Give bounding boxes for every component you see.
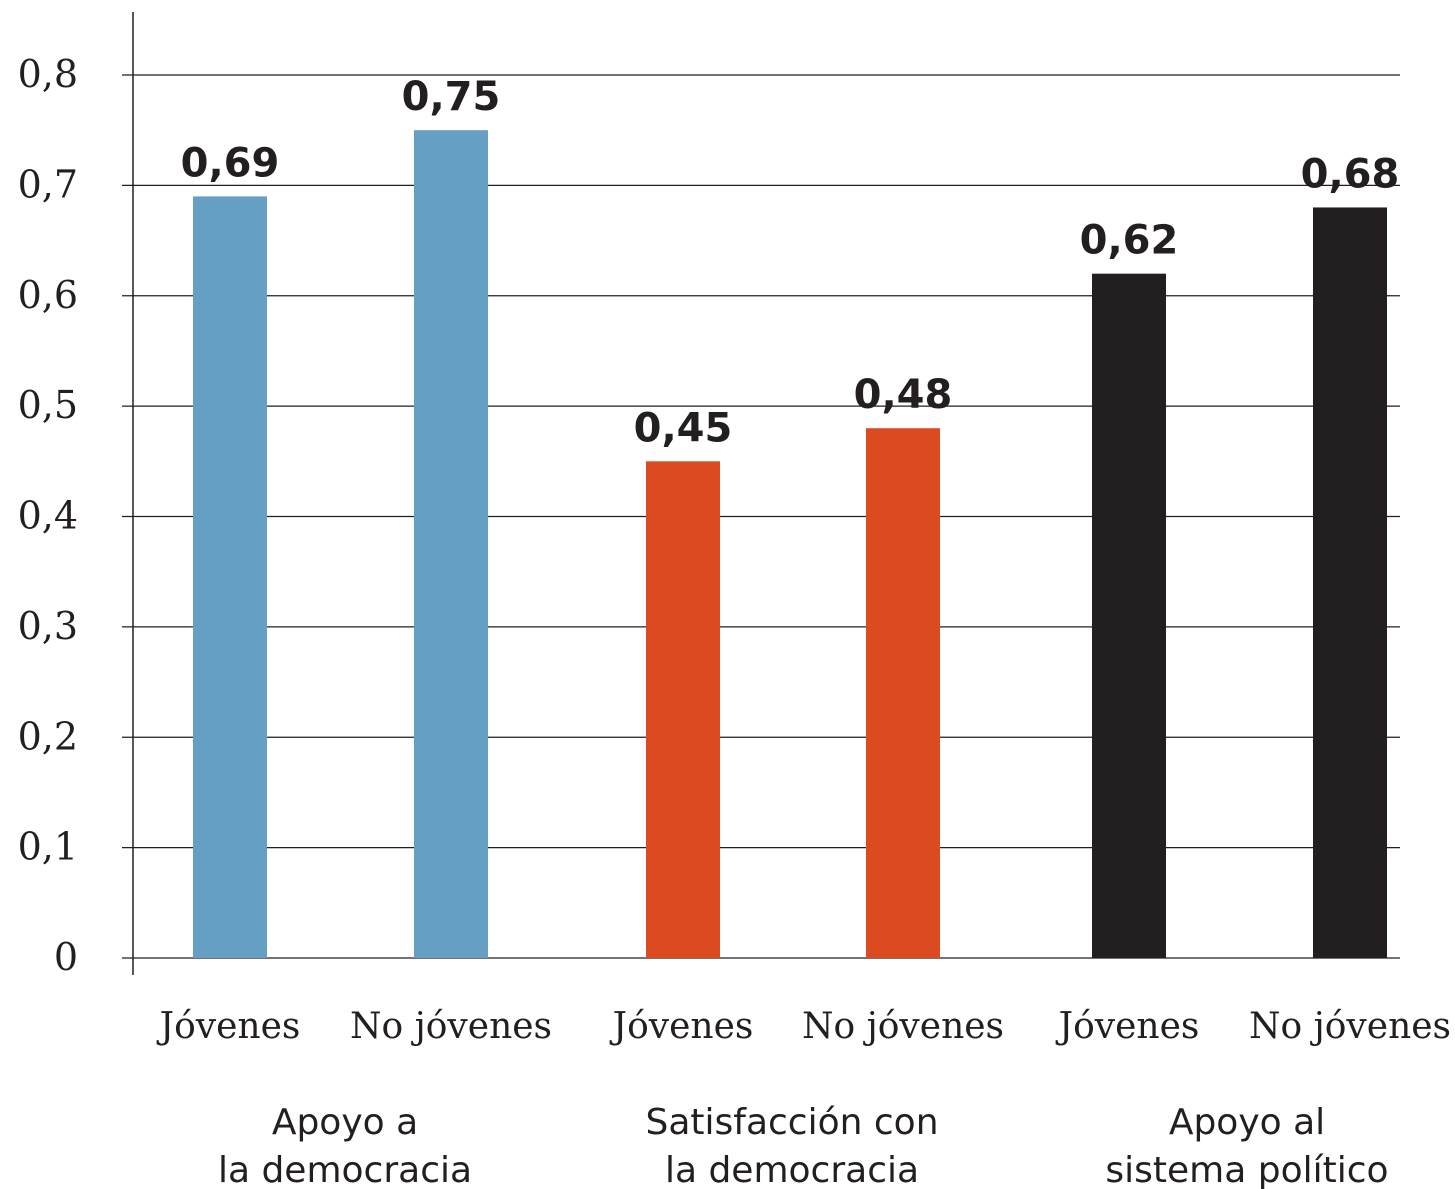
bar-value-label: 0,48 [854, 372, 953, 418]
category-label: Jóvenes [609, 1006, 754, 1047]
category-label: Jóvenes [156, 1006, 301, 1047]
bars [193, 130, 1387, 959]
y-tick-label: 0,4 [18, 494, 78, 538]
y-tick-label: 0,1 [18, 825, 78, 869]
group-label: la democracia [218, 1150, 472, 1189]
y-tick-label: 0,6 [18, 273, 78, 317]
bar-value-label: 0,68 [1301, 151, 1400, 197]
bar [1092, 273, 1166, 958]
category-label: No jóvenes [1249, 1006, 1451, 1047]
group-labels: Apoyo a la democracia Satisfacción con la d… [218, 1102, 1389, 1189]
category-label: Jóvenes [1055, 1006, 1200, 1047]
y-tick-label: 0,2 [18, 714, 78, 758]
bar [193, 196, 267, 959]
bar [414, 130, 488, 958]
bar-value-label: 0,75 [402, 74, 501, 120]
y-tick-label: 0 [54, 935, 78, 979]
bar-value-label: 0,45 [634, 405, 733, 451]
group-label: Satisfacción con [645, 1102, 938, 1143]
y-axis-ticks: 0 0,1 0,2 0,3 0,4 0,5 0,6 0,7 0,8 [18, 52, 78, 979]
y-tick-label: 0,8 [18, 52, 78, 96]
bar [646, 461, 720, 958]
y-tick-label: 0,7 [18, 162, 78, 206]
bar-value-label: 0,69 [181, 140, 280, 186]
bar [866, 428, 940, 958]
gridlines [122, 74, 1400, 959]
y-tick-label: 0,3 [18, 604, 78, 648]
category-label: No jóvenes [802, 1006, 1004, 1047]
group-label: la democracia [665, 1150, 919, 1189]
category-label: No jóvenes [350, 1006, 552, 1047]
bar-value-label: 0,62 [1080, 218, 1179, 264]
group-label: Apoyo al [1169, 1102, 1325, 1143]
category-labels: Jóvenes No jóvenes Jóvenes No jóvenes Jóvene… [156, 1006, 1451, 1047]
bar-value-labels: 0,69 0,75 0,45 0,48 0,62 0,68 [181, 74, 1400, 451]
group-label: Apoyo a [272, 1102, 418, 1143]
group-label: sistema político [1105, 1150, 1388, 1189]
y-tick-label: 0,5 [18, 383, 78, 427]
bar [1313, 207, 1387, 958]
